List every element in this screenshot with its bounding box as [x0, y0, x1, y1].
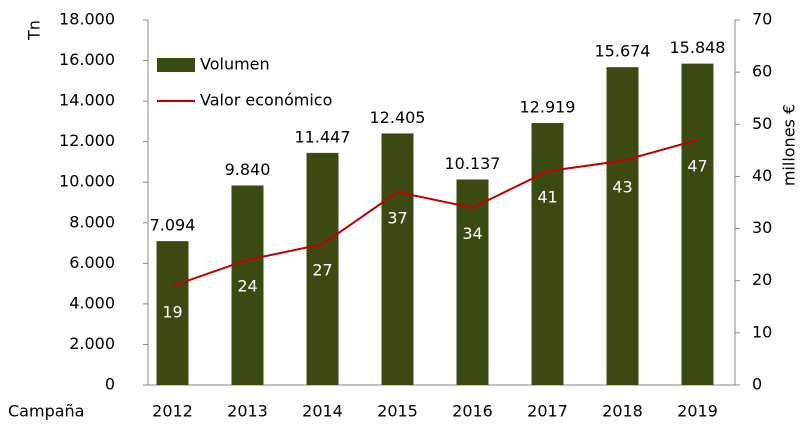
legend-swatch: [157, 58, 195, 72]
x-axis-label: Campaña: [8, 402, 84, 421]
y2-tick-label: 70: [752, 10, 772, 29]
bar-value-label: 15.848: [670, 38, 726, 57]
x-tick-label: 2015: [377, 402, 418, 421]
bar-value-label: 9.840: [225, 160, 271, 179]
y-tick-label: 0: [105, 375, 115, 394]
y2-axis-label: millones €: [780, 104, 799, 186]
bar-value-label: 12.405: [370, 108, 426, 127]
bar: [231, 185, 264, 385]
y-tick-label: 6.000: [69, 253, 115, 272]
legend-label: Volumen: [200, 55, 270, 74]
y2-tick-label: 50: [752, 114, 772, 133]
bar: [156, 241, 189, 385]
bar-value-label: 15.674: [595, 42, 651, 61]
y-tick-label: 2.000: [69, 334, 115, 353]
line-value-label: 37: [387, 209, 407, 228]
bar-value-label: 11.447: [295, 127, 351, 146]
y-tick-label: 14.000: [59, 91, 115, 110]
x-tick-label: 2013: [227, 402, 268, 421]
y-tick-label: 4.000: [69, 293, 115, 312]
y2-tick-label: 10: [752, 322, 772, 341]
line: [172, 138, 698, 287]
y2-tick-label: 0: [752, 375, 762, 394]
y-tick-label: 12.000: [59, 131, 115, 150]
y-tick-label: 10.000: [59, 172, 115, 191]
line-value-label: 27: [312, 261, 332, 280]
y2-tick-label: 30: [752, 218, 772, 237]
x-tick-label: 2019: [677, 402, 718, 421]
bar: [681, 63, 714, 385]
line-value-label: 47: [687, 156, 707, 175]
x-tick-label: 2014: [302, 402, 343, 421]
x-tick-label: 2016: [452, 402, 493, 421]
bar-value-label: 7.094: [150, 216, 196, 235]
y-tick-label: 8.000: [69, 212, 115, 231]
x-tick-label: 2012: [152, 402, 193, 421]
legend-label: Valor económico: [200, 91, 332, 110]
bar: [306, 152, 339, 385]
bar-value-label: 10.137: [445, 154, 501, 173]
x-tick-label: 2017: [527, 402, 568, 421]
x-tick-label: 2018: [602, 402, 643, 421]
line-value-label: 34: [462, 224, 482, 243]
line-value-label: 43: [612, 177, 632, 196]
line-value-label: 41: [537, 188, 557, 207]
y2-tick-label: 20: [752, 270, 772, 289]
y-tick-label: 16.000: [59, 50, 115, 69]
bar-value-label: 12.919: [520, 98, 576, 117]
bar: [606, 67, 639, 386]
bar: [531, 123, 564, 386]
y-axis-label: Tn: [25, 20, 44, 41]
bar: [381, 133, 414, 385]
y2-tick-label: 40: [752, 166, 772, 185]
line-value-label: 24: [237, 276, 257, 295]
bar: [456, 179, 489, 385]
y-tick-label: 18.000: [59, 10, 115, 29]
y2-tick-label: 60: [752, 62, 772, 81]
line-value-label: 19: [162, 302, 182, 321]
